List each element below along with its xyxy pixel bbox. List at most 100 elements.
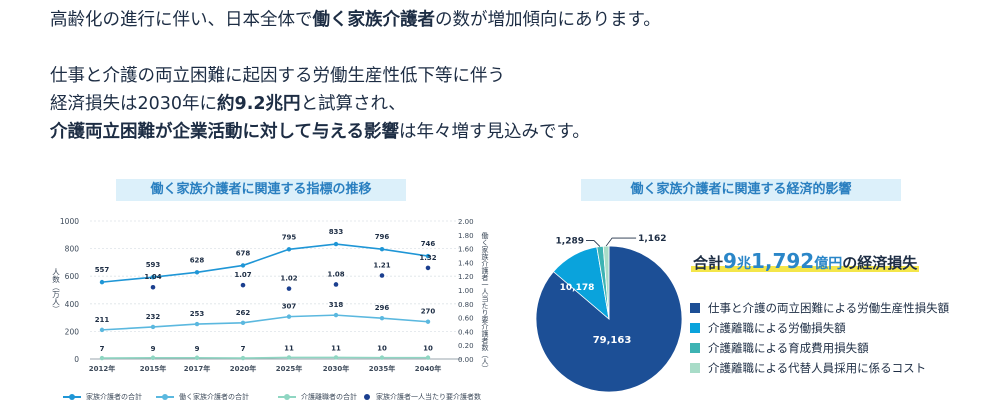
data-point <box>425 355 431 360</box>
data-label: 1.32 <box>419 254 436 262</box>
line-chart: 0 200 400 600 800 1000 0.00 0.20 0.40 0.60 0.80 1.0… <box>51 217 489 373</box>
y2-tick-label: 1.00 <box>458 287 474 295</box>
x-tick-label: 2025年 <box>276 364 302 373</box>
data-label: 9 <box>195 345 200 353</box>
pie-slice-label: 10,178 <box>560 283 595 293</box>
data-point <box>333 241 339 247</box>
data-point <box>333 312 339 318</box>
legend-swatch <box>690 323 700 333</box>
data-label: 746 <box>421 240 436 248</box>
x-tick-label: 2030年 <box>323 364 349 373</box>
legend-item-family-caregivers: 家族介護者の合計 <box>63 392 142 402</box>
pie-legend-item: 介護離職による労働損失額 <box>690 318 949 338</box>
data-point <box>99 355 105 361</box>
y-tick-label: 200 <box>65 327 80 336</box>
data-label: 1.21 <box>373 262 390 270</box>
x-tick-label: 2035年 <box>369 364 395 373</box>
data-point <box>286 286 292 291</box>
legend-swatch <box>63 394 81 400</box>
pie-total-label: 合計9兆1,792億円の経済損失 <box>691 249 920 273</box>
pie-legend: 仕事と介護の両立困難による労働生産性損失額 介護離職による労働損失額 介護離職に… <box>690 298 949 378</box>
y2-tick-label: 1.40 <box>458 259 474 267</box>
data-point <box>240 263 246 268</box>
intro-line-4: 介護両立困難が企業活動に対して与える影響は年々増す見込みです。 <box>50 122 590 142</box>
data-point <box>286 355 292 360</box>
data-label: 318 <box>329 301 344 309</box>
y-axis-label: 人数（万人） <box>51 268 60 313</box>
intro-text: 高齢化の進行に伴い、日本全体で働く家族介護者の数が増加傾向にあります。 仕事と介… <box>50 6 661 146</box>
data-label: 1.07 <box>234 271 251 279</box>
data-point <box>240 320 246 326</box>
data-label: 296 <box>375 304 390 312</box>
x-tick-label: 2012年 <box>89 364 115 373</box>
data-point <box>286 314 292 319</box>
pie-legend-item: 仕事と介護の両立困難による労働生産性損失額 <box>690 298 949 318</box>
data-point <box>379 355 385 360</box>
data-label: 211 <box>95 316 110 324</box>
legend-swatch <box>156 394 174 400</box>
x-tick-label: 2015年 <box>140 364 166 373</box>
data-point <box>425 265 431 271</box>
data-point <box>379 315 385 321</box>
legend-swatch <box>364 394 370 400</box>
data-label: 7 <box>100 345 105 353</box>
data-label: 10 <box>377 345 387 353</box>
y2-tick-label: 1.80 <box>458 232 474 240</box>
data-point <box>194 321 200 327</box>
legend-item-care-recipients-per-caregiver: 家族介護者一人当たり要介護者数 <box>364 392 481 402</box>
y2-tick-label: 0.00 <box>458 356 474 364</box>
y2-tick-label: 1.60 <box>458 246 474 254</box>
legend-swatch <box>278 394 296 400</box>
y2-tick-label: 0.40 <box>458 328 474 336</box>
x-tick-label: 2017年 <box>184 364 210 373</box>
data-label: 557 <box>95 266 110 274</box>
data-label: 262 <box>236 309 251 317</box>
data-point <box>333 282 339 287</box>
x-tick-label: 2040年 <box>415 364 441 373</box>
data-point <box>150 355 156 360</box>
data-point <box>99 279 105 285</box>
data-label: 307 <box>282 303 297 311</box>
data-label: 593 <box>146 261 161 269</box>
y2-tick-label: 0.80 <box>458 301 474 309</box>
data-point <box>379 273 385 278</box>
series-line <box>101 314 429 331</box>
pie-legend-item: 介護離職による育成費用損失額 <box>690 338 949 358</box>
y-tick-label: 600 <box>65 272 80 281</box>
y2-tick-label: 0.20 <box>458 342 474 350</box>
data-label: 1.04 <box>144 273 161 281</box>
y-tick-label: 400 <box>65 300 80 309</box>
data-label: 9 <box>151 345 156 353</box>
legend-swatch <box>690 363 700 373</box>
data-label: 11 <box>331 344 341 352</box>
legend-swatch <box>690 303 700 313</box>
x-tick-label: 2020年 <box>230 364 256 373</box>
pie-legend-item: 介護離職による代替人員採用に係るコスト <box>690 358 949 378</box>
right-chart-heading: 働く家族介護者に関連する経済的影響 <box>581 179 901 201</box>
data-point <box>99 327 105 333</box>
data-label: 1.02 <box>280 275 297 283</box>
data-label: 1.08 <box>327 270 344 278</box>
legend-swatch <box>690 343 700 353</box>
data-label: 10 <box>423 345 433 353</box>
data-point <box>333 355 339 360</box>
y2-tick-label: 2.00 <box>458 218 474 226</box>
data-label: 833 <box>329 228 344 236</box>
leader-line <box>585 240 601 247</box>
pie-slice-label: 1,162 <box>638 234 666 244</box>
series-line <box>101 356 428 359</box>
data-label: 796 <box>375 233 390 241</box>
y-tick-label: 800 <box>65 245 80 254</box>
legend-item-care-leavers: 介護離職者の合計 <box>278 392 357 402</box>
y-tick-label: 0 <box>74 355 79 364</box>
data-point <box>425 253 431 259</box>
leader-line <box>605 237 637 247</box>
data-label: 795 <box>282 233 297 241</box>
data-label: 11 <box>284 344 294 352</box>
data-point <box>150 324 156 330</box>
data-point <box>425 319 431 324</box>
intro-line-3: 経済損失は2030年に約9.2兆円と試算され、 <box>50 94 406 114</box>
data-point <box>240 282 246 288</box>
data-label: 678 <box>236 249 251 257</box>
intro-line-1: 高齢化の進行に伴い、日本全体で働く家族介護者の数が増加傾向にあります。 <box>50 10 661 30</box>
